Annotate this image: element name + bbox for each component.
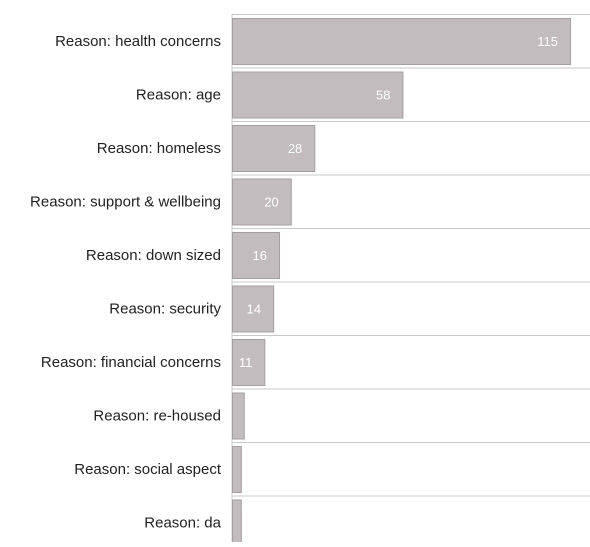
data-label: 20 [264, 195, 278, 210]
bar [232, 232, 281, 279]
category-label: Reason: health concerns [55, 33, 221, 50]
bar [232, 392, 245, 440]
category-label: Reason: financial concerns [41, 354, 221, 371]
category-label: Reason: re-housed [93, 408, 221, 425]
category-label: Reason: support & wellbeing [30, 194, 221, 211]
bar [232, 446, 242, 493]
data-label: 28 [288, 141, 302, 156]
data-label: 58 [376, 88, 390, 103]
bar [232, 339, 266, 386]
bar [232, 71, 404, 119]
bar [232, 18, 571, 65]
category-label: Reason: down sized [86, 247, 221, 264]
data-label: 115 [537, 34, 558, 49]
category-label: Reason: age [136, 87, 221, 104]
category-label: Reason: security [109, 301, 221, 318]
category-label: Reason: social aspect [74, 461, 222, 478]
data-label: 16 [253, 248, 267, 263]
category-label: Reason: da [144, 515, 221, 532]
bar [232, 125, 316, 172]
category-label: Reason: homeless [97, 140, 221, 157]
data-label: 14 [247, 302, 261, 317]
data-label: 11 [239, 355, 253, 370]
bar [232, 178, 292, 226]
bar [232, 499, 242, 547]
bar [232, 285, 275, 333]
